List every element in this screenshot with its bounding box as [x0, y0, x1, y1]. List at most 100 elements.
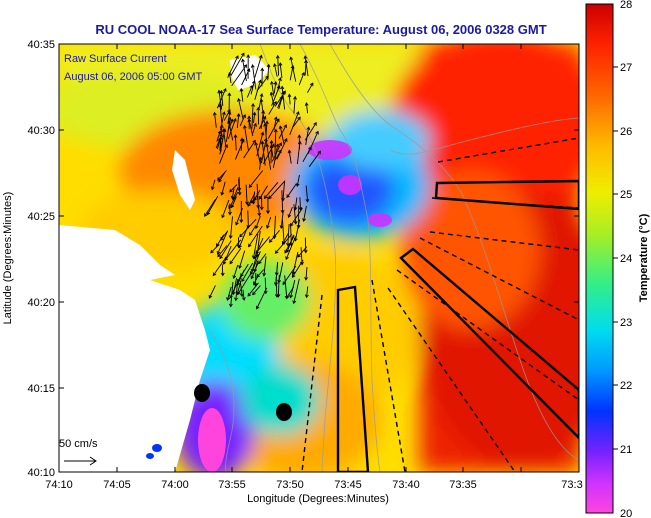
current-vector-head: [242, 114, 246, 118]
current-vector: [273, 117, 277, 130]
colorbar-tick: 20: [620, 508, 632, 518]
current-vector: [290, 207, 303, 227]
current-vector: [305, 267, 308, 280]
current-vector-head: [265, 75, 269, 80]
current-vector: [221, 199, 230, 218]
current-vector: [223, 109, 231, 121]
current-vector: [292, 116, 301, 128]
current-vector-head: [255, 253, 260, 258]
current-vector: [221, 181, 226, 196]
current-vector: [248, 170, 264, 188]
current-vector: [244, 125, 249, 151]
current-vector: [212, 256, 227, 276]
x-tick: 73:35: [449, 479, 477, 491]
current-vector-head: [276, 118, 280, 123]
current-vector: [241, 262, 254, 282]
current-vector-head: [263, 137, 268, 142]
current-vector: [273, 81, 277, 94]
current-vector: [238, 98, 244, 120]
colorbar-tick: 27: [620, 62, 632, 74]
current-vector: [282, 219, 285, 245]
current-vector-head: [287, 214, 292, 219]
current-vector-head: [228, 211, 232, 216]
current-vector: [278, 124, 287, 139]
current-vector-head: [298, 206, 303, 211]
current-vector: [258, 185, 268, 200]
current-vector-head: [290, 65, 295, 69]
current-vector-head: [258, 54, 263, 59]
current-vector: [259, 157, 262, 170]
sampling-polygons: [336, 179, 579, 472]
current-vector: [217, 170, 227, 181]
y-tick: 40:25: [27, 211, 55, 223]
current-vector-head: [220, 272, 225, 277]
y-tick: 40:20: [27, 297, 55, 309]
current-vector-head: [212, 272, 217, 277]
current-vector: [281, 86, 286, 110]
station-marker: [194, 384, 210, 402]
current-vector-head: [252, 281, 257, 286]
current-vector: [277, 274, 280, 297]
current-vector-head: [278, 62, 283, 66]
current-vector-head: [261, 110, 266, 114]
current-vector: [286, 183, 297, 198]
current-vector-head: [293, 237, 298, 242]
colorbar-label: Temperature (°C): [638, 213, 650, 302]
current-vector-head: [289, 294, 293, 299]
current-vector-head: [304, 294, 309, 299]
current-vector: [305, 185, 309, 202]
current-vector: [247, 210, 249, 228]
current-vector-head: [222, 261, 227, 265]
current-vector: [235, 208, 243, 225]
current-vector-head: [263, 122, 268, 127]
current-vector: [258, 116, 267, 130]
station-marker: [276, 403, 292, 421]
current-vector: [304, 122, 317, 141]
current-vector: [227, 118, 237, 140]
current-vector-head: [249, 84, 254, 89]
current-vector-head: [252, 291, 256, 296]
current-vector: [219, 144, 228, 164]
current-vector: [267, 118, 280, 139]
x-tick-marks: [116, 44, 522, 472]
current-vector: [271, 81, 275, 97]
current-vector: [240, 138, 243, 151]
current-vector: [305, 102, 309, 114]
x-tick: 73:3: [561, 479, 582, 491]
current-vector: [256, 230, 261, 257]
current-vector: [230, 216, 233, 239]
current-vector-head: [265, 224, 270, 229]
current-vector: [284, 275, 288, 299]
current-vector: [300, 247, 303, 265]
current-vector-head: [249, 271, 254, 276]
current-vector: [275, 233, 293, 254]
current-vector-head: [236, 290, 240, 295]
current-vector: [232, 187, 239, 200]
current-vector: [253, 112, 256, 124]
current-vector: [216, 131, 221, 142]
colorbar-tick: 22: [620, 380, 632, 392]
land-mass: [59, 280, 210, 472]
current-vector-head: [297, 140, 302, 145]
current-vector-head: [313, 122, 317, 126]
current-vector: [232, 278, 238, 295]
current-vector: [230, 282, 234, 307]
current-vector-head: [253, 122, 257, 127]
current-vector-head: [263, 195, 268, 199]
current-vector-head: [241, 52, 245, 57]
current-vector-head: [301, 71, 305, 76]
current-vector: [296, 141, 301, 165]
current-vector-head: [233, 134, 238, 138]
current-vector-head: [241, 278, 245, 283]
current-vector-head: [295, 183, 300, 187]
current-vector-head: [302, 218, 306, 222]
current-vector-head: [216, 250, 221, 255]
current-vector: [282, 180, 286, 201]
current-vector: [273, 215, 276, 239]
current-vector-head: [239, 219, 244, 224]
current-vector: [219, 240, 232, 259]
current-vector: [217, 230, 229, 255]
current-vector: [239, 114, 246, 127]
current-vector: [294, 197, 298, 210]
current-vector-head: [247, 203, 251, 207]
